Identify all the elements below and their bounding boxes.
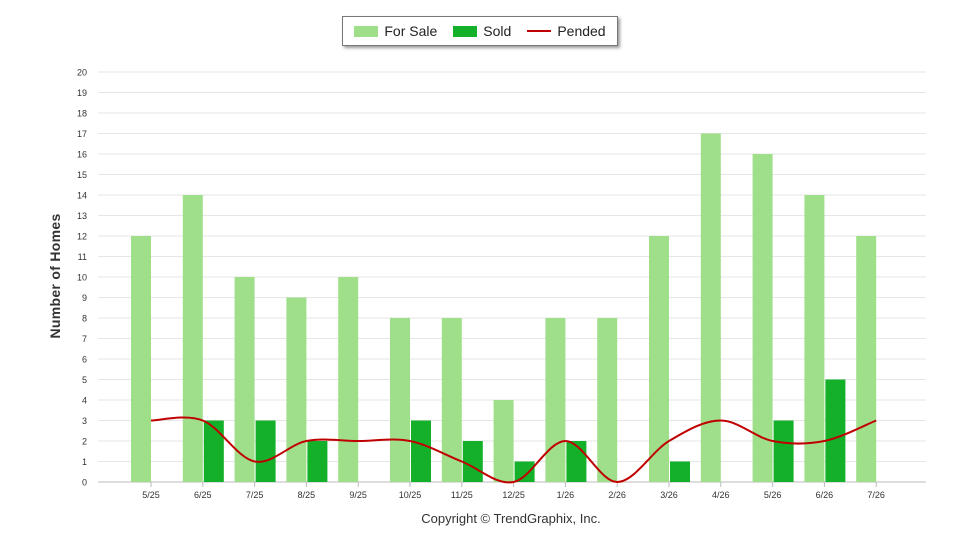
x-tick-label: 12/25 [502,490,525,500]
x-tick-label: 9/25 [349,490,367,500]
legend-label-sold: Sold [483,23,512,39]
bar-sold [514,461,535,482]
x-tick-label: 8/25 [298,490,316,500]
y-tick-label: 11 [78,252,87,262]
bar-for-sale [700,133,721,482]
bar-for-sale [752,154,773,482]
bar-for-sale [545,318,566,482]
legend-item-sold[interactable]: Sold [453,23,511,39]
y-tick-label: 1 [82,457,87,467]
bar-for-sale [597,318,618,482]
x-tick-label: 4/26 [712,490,730,500]
y-tick-label: 18 [77,109,87,119]
y-tick-label: 2 [82,437,87,447]
x-tick-label: 5/26 [764,490,782,500]
legend-item-for-sale[interactable]: For Sale [354,23,437,39]
y-tick-label: 15 [77,170,87,180]
line-pended [150,416,877,484]
legend-swatch-pended [527,30,552,32]
x-tick-label: 2/26 [608,490,626,500]
bar-sold [462,441,483,482]
y-tick-label: 14 [77,191,87,201]
y-tick-label: 10 [77,273,87,283]
legend-label-pended: Pended [557,23,606,39]
bar-sold [670,461,690,482]
bar-for-sale [338,277,359,482]
bar-for-sale [390,318,410,482]
bar-sold [307,441,328,482]
y-tick-label: 19 [77,88,87,98]
legend-swatch-for-sale [354,25,379,37]
y-tick-label: 20 [77,68,87,78]
bar-for-sale [441,318,462,482]
y-tick-label: 12 [77,232,87,242]
legend-item-pended[interactable]: Pended [527,23,606,39]
legend-label-for-sale: For Sale [384,23,438,39]
y-tick-label: 8 [82,314,87,324]
y-tick-label: 17 [77,129,87,139]
copyright-text: Copyright © TrendGraphix, Inc. [421,511,601,526]
bar-sold [255,420,276,482]
y-tick-label: 4 [82,396,87,406]
x-tick-label: 6/25 [194,490,212,500]
y-tick-label: 3 [82,416,87,426]
chart-legend: For Sale Sold Pended [342,16,618,46]
x-tick-label: 1/26 [557,490,575,500]
x-tick-label: 7/26 [867,490,885,500]
bar-sold [773,420,794,482]
bar-for-sale [649,236,669,482]
bar-sold [825,379,846,482]
bar-sold [411,420,431,482]
bar-for-sale [234,277,255,482]
x-tick-label: 10/25 [399,490,422,500]
y-tick-label: 9 [82,293,87,303]
bar-sold [203,420,224,482]
bar-for-sale [131,236,151,482]
x-tick-label: 7/25 [246,490,264,500]
bar-for-sale [804,195,825,482]
bar-for-sale [286,297,307,482]
bar-for-sale [493,400,514,482]
x-tick-label: 6/26 [816,490,834,500]
x-tick-label: 5/25 [142,490,160,500]
legend-swatch-sold [453,25,478,37]
y-tick-label: 0 [82,478,87,488]
y-tick-label: 16 [77,150,87,160]
x-tick-label: 11/25 [451,490,473,500]
y-tick-label: 13 [77,211,87,221]
y-tick-label: 6 [82,355,87,365]
y-tick-label: 5 [82,375,87,385]
y-tick-label: 7 [82,334,87,344]
bar-for-sale [856,236,877,482]
bar-sold [566,441,587,482]
bar-for-sale [182,195,203,482]
x-tick-label: 3/26 [660,490,678,500]
